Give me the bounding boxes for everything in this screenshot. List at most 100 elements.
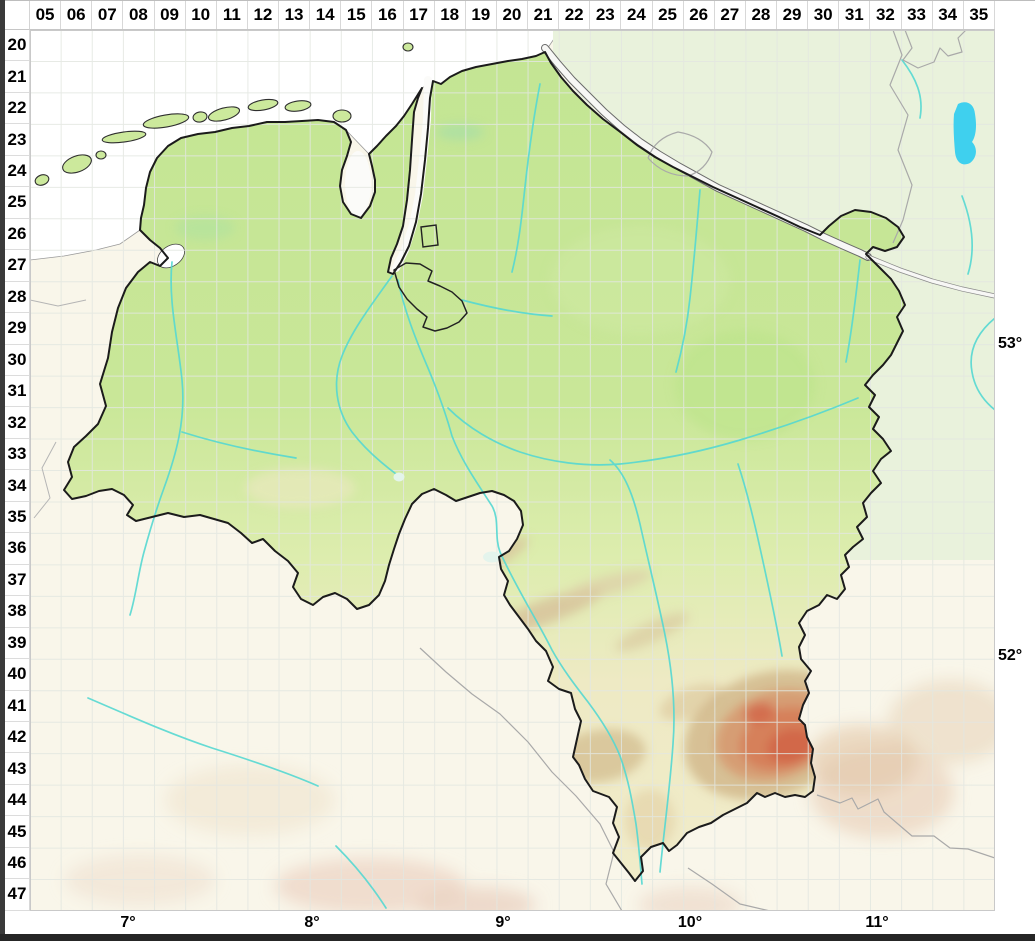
row-header-label: 29: [5, 313, 29, 345]
row-header-label: 37: [5, 565, 29, 597]
row-header-label: 47: [5, 879, 29, 911]
oker-river: [737, 463, 783, 657]
column-header-label: 15: [341, 0, 373, 29]
column-header-label: 35: [964, 0, 995, 29]
mellum-island: [332, 109, 352, 123]
column-header-label: 11: [217, 0, 248, 29]
column-header-label: 23: [590, 0, 622, 29]
column-header-label: 08: [123, 0, 155, 29]
norderney-island: [142, 113, 190, 129]
juist-island: [101, 130, 147, 144]
column-header-label: 31: [839, 0, 871, 29]
aller-river: [447, 397, 859, 466]
column-header-label: 24: [621, 0, 653, 29]
nrw-hessen-boundary: [419, 647, 623, 911]
row-header-label: 46: [5, 848, 29, 880]
hessen-thueringen-boundary: [687, 867, 771, 911]
longitude-label-11: 11°: [865, 914, 889, 931]
column-header-label: 25: [653, 0, 684, 29]
column-header-label: 16: [372, 0, 404, 29]
row-header-label: 21: [5, 61, 29, 93]
south-stream: [87, 697, 319, 787]
thueringen-sachsen-boundary: [816, 794, 995, 859]
hase-river: [181, 431, 297, 459]
east-stream: [970, 317, 995, 411]
map-border: [30, 30, 995, 911]
row-header-label: 45: [5, 816, 29, 848]
row-header-label: 27: [5, 250, 29, 282]
column-header-label: 17: [404, 0, 435, 29]
column-header-label: 33: [902, 0, 933, 29]
bremen-boundary: [393, 262, 468, 332]
northeast-stream: [901, 59, 922, 119]
longitude-label-8: 8°: [304, 914, 320, 931]
east-frisian-islands: [34, 42, 414, 186]
column-header-label: 22: [559, 0, 591, 29]
hamburg-boundary: [647, 131, 713, 177]
elbe-river: [541, 44, 995, 299]
row-header-label: 28: [5, 282, 29, 314]
weser-river: [397, 279, 643, 885]
column-header-label: 07: [92, 0, 124, 29]
latitude-label-52: 52°: [998, 647, 1023, 664]
admin-boundaries: [30, 30, 995, 911]
grid-corner-cell: [5, 0, 30, 30]
column-header-label: 09: [155, 0, 186, 29]
row-header-label: 25: [5, 187, 29, 219]
row-header-label: 36: [5, 533, 29, 565]
frame-top-edge: [0, 0, 1035, 1]
bottom-margin: [30, 911, 1035, 934]
column-header-row: 05 06 07 08 09 10 11 12 13 14 15 16 17 18 19 20 21 22 23 24…: [30, 0, 995, 30]
column-header-label: 32: [870, 0, 902, 29]
column-header-label: 19: [466, 0, 497, 29]
neighbor-land-north: [553, 30, 995, 560]
wangerooge-island: [284, 100, 312, 112]
row-header-label: 31: [5, 376, 29, 408]
column-header-label: 26: [684, 0, 715, 29]
bremerhaven-boundary: [420, 224, 439, 248]
column-header-label: 05: [30, 0, 62, 29]
longitude-label-10: 10°: [677, 914, 703, 931]
borkum-island: [62, 154, 92, 174]
row-header-label: 24: [5, 156, 29, 188]
leine-river: [609, 459, 675, 873]
nl-admin-line-2: [33, 441, 57, 519]
hunte-river: [335, 275, 397, 475]
spiekeroog-island: [247, 98, 279, 112]
row-header-label: 44: [5, 785, 29, 817]
duemmer-lake: [393, 472, 405, 482]
rivers: [87, 59, 995, 909]
jade-bight: [345, 151, 371, 217]
column-header-label: 21: [528, 0, 560, 29]
langeoog-island: [207, 106, 241, 122]
steinhude-lake: [483, 551, 501, 563]
column-header-label: 12: [248, 0, 279, 29]
ratzeburg-lake: [953, 102, 976, 165]
column-header-label: 14: [310, 0, 342, 29]
column-header-label: 10: [186, 0, 217, 29]
column-header-label: 28: [746, 0, 777, 29]
row-header-label: 38: [5, 596, 29, 628]
row-header-label: 26: [5, 219, 29, 251]
latitude-label-53: 53°: [998, 335, 1023, 352]
row-header-label: 23: [5, 124, 29, 156]
longitude-label-7: 7°: [120, 914, 136, 931]
row-header-label: 42: [5, 722, 29, 754]
frame-bottom-edge: [0, 934, 1035, 941]
oste-river: [511, 83, 541, 273]
jeetzel-river: [845, 259, 861, 363]
baltrum-island: [192, 111, 208, 123]
column-header-label: 27: [715, 0, 746, 29]
longitude-label-9: 9°: [495, 914, 511, 931]
column-header-label: 34: [933, 0, 964, 29]
sh-mv-boundary: [889, 30, 913, 244]
row-header-label: 33: [5, 439, 29, 471]
mtb-grid-lines: [30, 30, 995, 911]
row-header-label: 43: [5, 753, 29, 785]
row-header-label: 32: [5, 407, 29, 439]
row-header-label: 20: [5, 30, 29, 62]
row-header-label: 35: [5, 502, 29, 534]
row-header-label: 22: [5, 93, 29, 125]
column-header-label: 06: [61, 0, 93, 29]
